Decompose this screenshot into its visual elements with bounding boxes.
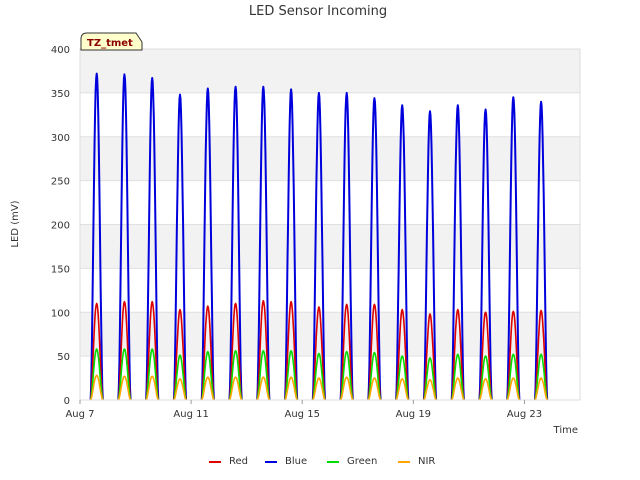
x-tick-label: Aug 11: [173, 409, 208, 420]
y-tick-label: 400: [51, 45, 70, 56]
y-tick-label: 200: [51, 221, 70, 232]
legend-label-red: Red: [229, 456, 248, 467]
series-line-green: [89, 348, 548, 401]
legend-label-blue: Blue: [285, 456, 307, 467]
legend-label-nir: NIR: [418, 456, 435, 467]
background-band: [80, 312, 580, 357]
station-badge: TZ_tmet: [80, 32, 143, 51]
y-tick-label: 0: [64, 396, 70, 407]
y-tick-label: 100: [51, 308, 70, 319]
y-tick-label: 50: [57, 352, 70, 363]
chart-title: LED Sensor Incoming: [249, 4, 387, 19]
y-tick-label: 300: [51, 133, 70, 144]
legend: Red Blue Green NIR: [209, 456, 435, 467]
legend-label-green: Green: [347, 456, 377, 467]
series-line-blue: [89, 72, 549, 401]
background-band: [80, 49, 580, 93]
y-tick-label: 250: [51, 177, 70, 188]
y-axis-title: LED (mV): [10, 200, 21, 247]
series-layer: [89, 72, 549, 401]
x-tick-label: Aug 7: [65, 409, 94, 420]
plot-frame: [79, 48, 581, 401]
x-tick-label: Aug 19: [396, 409, 431, 420]
x-axis-ticks: Aug 7 Aug 11 Aug 15 Aug 19 Aug 23: [65, 400, 542, 420]
badge-shape: [80, 32, 143, 51]
background-band: [80, 268, 580, 313]
background-band: [80, 92, 580, 137]
background-band: [80, 224, 580, 269]
x-tick-label: Aug 15: [285, 409, 320, 420]
y-axis-ticks: 0 50 100 150 200 250 300 350 400: [51, 45, 70, 407]
x-tick-label: Aug 23: [507, 409, 542, 420]
background-band: [80, 136, 580, 181]
badge-label: TZ_tmet: [87, 38, 133, 49]
y-tick-label: 350: [51, 89, 70, 100]
series-line-nir: [89, 374, 548, 401]
x-axis-title: Time: [553, 425, 578, 436]
background-bands: [80, 49, 580, 400]
background-band: [80, 180, 580, 225]
series-line-red: [89, 300, 548, 401]
y-tick-label: 150: [51, 264, 70, 275]
background-band: [80, 356, 580, 400]
